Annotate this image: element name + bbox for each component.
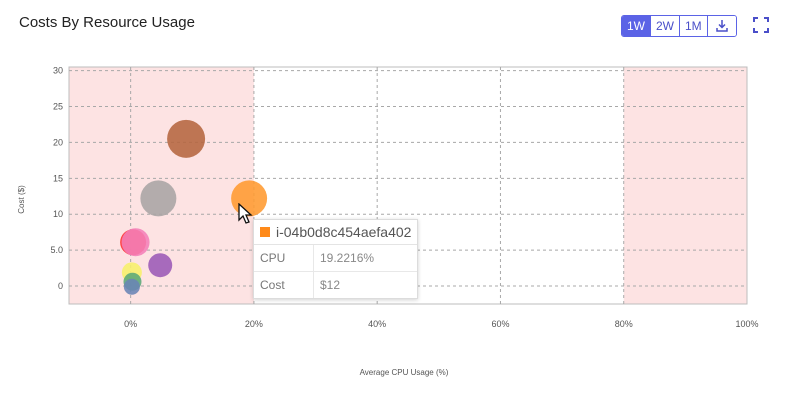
fullscreen-icon (753, 17, 769, 33)
y-axis-label: Cost ($) (17, 185, 26, 214)
y-tick-label: 30 (53, 66, 63, 76)
shaded-band-1 (623, 67, 747, 304)
time-range-selector: 1W 2W 1M (621, 15, 737, 37)
chart-title: Costs By Resource Usage (19, 14, 195, 31)
tooltip-row-cost: Cost $12 (254, 272, 417, 298)
tooltip-cost-label: Cost (254, 272, 314, 298)
tooltip-header: i-04b0d8c454aefa402 (254, 220, 417, 245)
plot-area (68, 66, 748, 305)
x-tick-label: 0% (124, 319, 137, 329)
x-tick-label: 80% (615, 319, 633, 329)
point-tooltip: i-04b0d8c454aefa402 CPU 19.2216% Cost $1… (253, 219, 418, 299)
y-tick-label: 5.0 (50, 245, 63, 255)
bubble-point (123, 278, 140, 295)
fullscreen-button[interactable] (752, 16, 770, 34)
download-button[interactable] (707, 16, 736, 36)
x-tick-label: 20% (245, 319, 263, 329)
tooltip-row-cpu: CPU 19.2216% (254, 245, 417, 272)
tooltip-cpu-value: 19.2216% (320, 251, 375, 265)
y-tick-label: 25 (53, 102, 63, 112)
range-1w-button[interactable]: 1W (622, 16, 651, 36)
y-tick-label: 20 (53, 137, 63, 147)
bubble-point (121, 228, 150, 257)
bubble-point (140, 180, 177, 217)
download-icon (715, 20, 728, 32)
x-tick-label: 60% (491, 319, 509, 329)
bubble-point (167, 119, 206, 158)
tooltip-cpu-label: CPU (254, 245, 314, 271)
y-tick-label: 0 (58, 281, 63, 291)
x-tick-label: 40% (368, 319, 386, 329)
bubble-point (148, 253, 173, 278)
range-1m-button[interactable]: 1M (680, 16, 708, 36)
tooltip-title: i-04b0d8c454aefa402 (276, 224, 412, 240)
tooltip-swatch (260, 227, 270, 237)
x-axis-label: Average CPU Usage (%) (360, 368, 449, 377)
y-tick-label: 10 (53, 209, 63, 219)
tooltip-cost-value: $12 (320, 278, 341, 292)
range-2w-button[interactable]: 2W (651, 16, 680, 36)
mouse-cursor-icon (238, 203, 253, 224)
x-tick-label: 100% (735, 319, 758, 329)
y-tick-label: 15 (53, 173, 63, 183)
